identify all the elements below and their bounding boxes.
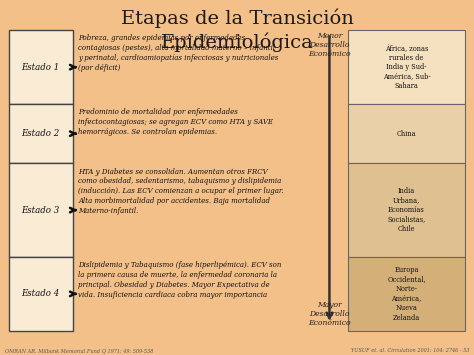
Bar [9,104,73,163]
Text: África, zonas
rurales de
India y Sud-
América, Sub-
Sahara: África, zonas rurales de India y Sud- Am… [383,44,430,90]
Text: Europa
Occidental,
Norte-
América,
Nueva
Zelanda: Europa Occidental, Norte- América, Nueva… [387,266,426,322]
Bar [348,257,465,331]
Text: China: China [397,130,416,138]
Text: Dislipidemia y Tabaquismo (fase hiperlipémica). ECV son
la primera causa de muer: Dislipidemia y Tabaquismo (fase hiperlip… [78,261,282,299]
Bar [348,104,465,163]
Text: Estado 4: Estado 4 [21,289,60,299]
Text: Menor
Desarrollo
Económico: Menor Desarrollo Económico [308,32,351,58]
Text: HTA y Diabetes se consolidan. Aumentan otros FRCV
como obesidad, sedentarismo, t: HTA y Diabetes se consolidan. Aumentan o… [78,168,284,215]
Text: YUSUF et. al. Circulation 2001; 104: 2746 - 53: YUSUF et. al. Circulation 2001; 104: 274… [351,348,469,353]
Text: Pobreza, grandes epidemias por enfermedades
contagiosas (pestes), alta mortalida: Pobreza, grandes epidemias por enfermeda… [78,34,279,72]
Text: Estado 2: Estado 2 [21,129,60,138]
Bar [348,30,465,104]
Text: Etapas de la Transición
Epidemiológica: Etapas de la Transición Epidemiológica [120,9,354,52]
Text: Estado 3: Estado 3 [21,206,60,214]
Text: Predominio de mortalidad por enfermedades
infectocontagiosas; se agregan ECV com: Predominio de mortalidad por enfermedade… [78,108,273,136]
Text: India
Urbana,
Economías
Socialistas,
Chile: India Urbana, Economías Socialistas, Chi… [387,187,426,233]
Bar [9,163,73,257]
Text: OMRAN AR. Milbank Memorial Fund Q 1971; 49: 509-538: OMRAN AR. Milbank Memorial Fund Q 1971; … [5,348,153,353]
Bar [348,163,465,257]
Bar [9,30,73,104]
Bar [9,257,73,331]
Text: Estado 1: Estado 1 [21,62,60,72]
Text: Mayor
Desarrollo
Económico: Mayor Desarrollo Económico [308,301,351,327]
